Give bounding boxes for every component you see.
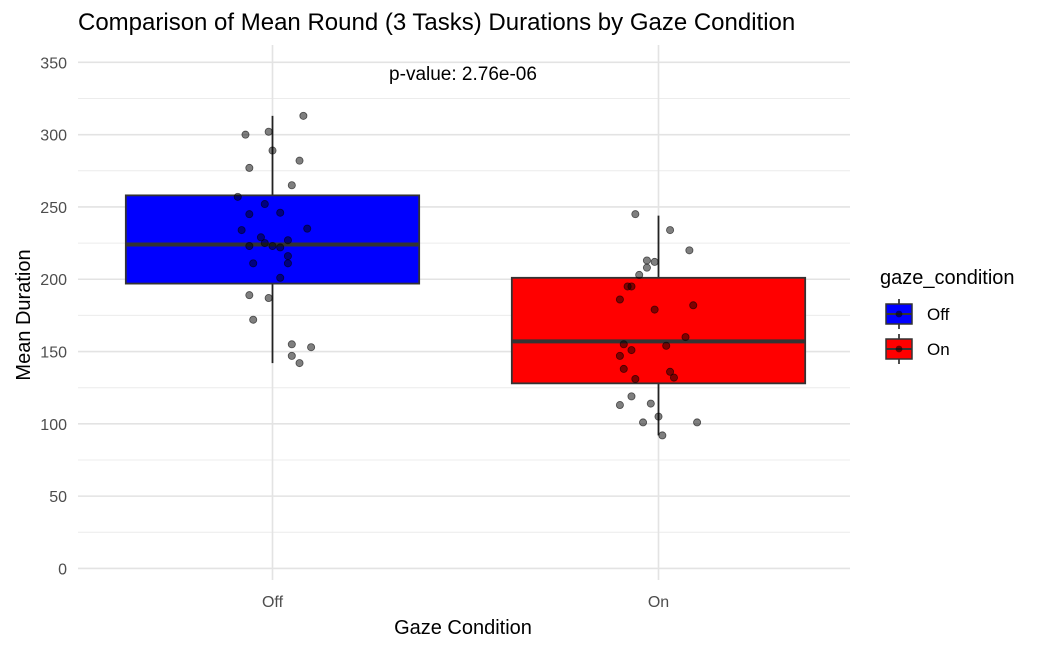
p-value-annotation: p-value: 2.76e-06 bbox=[389, 64, 537, 85]
data-point bbox=[658, 431, 667, 440]
data-point bbox=[276, 273, 285, 282]
data-point bbox=[299, 111, 308, 120]
data-point bbox=[260, 239, 269, 248]
data-point bbox=[249, 259, 258, 268]
legend-point bbox=[895, 345, 903, 353]
legend-label: On bbox=[927, 340, 950, 359]
data-point bbox=[295, 359, 304, 368]
data-point bbox=[303, 224, 312, 233]
y-tick-label: 50 bbox=[49, 489, 67, 506]
data-point bbox=[287, 181, 296, 190]
jitter-points bbox=[233, 111, 702, 440]
data-point bbox=[662, 341, 671, 350]
y-tick-label: 350 bbox=[40, 55, 67, 72]
data-point bbox=[615, 295, 624, 304]
data-point bbox=[635, 270, 644, 279]
data-point bbox=[650, 257, 659, 266]
y-tick-label: 300 bbox=[40, 128, 67, 145]
data-point bbox=[264, 127, 273, 136]
y-tick-label: 250 bbox=[40, 200, 67, 217]
data-point bbox=[615, 351, 624, 360]
data-point bbox=[639, 418, 648, 427]
legend-title: gaze_condition bbox=[880, 267, 1015, 289]
data-point bbox=[689, 301, 698, 310]
data-point bbox=[666, 367, 675, 376]
data-point bbox=[283, 252, 292, 261]
data-point bbox=[619, 340, 628, 349]
chart-title: Comparison of Mean Round (3 Tasks) Durat… bbox=[78, 9, 795, 36]
x-axis-title: Gaze Condition bbox=[394, 617, 532, 639]
data-point bbox=[619, 364, 628, 373]
data-point bbox=[631, 210, 640, 219]
data-point bbox=[623, 282, 632, 291]
x-tick-label: Off bbox=[262, 594, 284, 611]
data-point bbox=[287, 340, 296, 349]
boxes bbox=[124, 115, 807, 436]
box-on bbox=[510, 276, 807, 385]
data-point bbox=[685, 246, 694, 255]
data-point bbox=[627, 392, 636, 401]
data-point bbox=[654, 412, 663, 421]
x-tick-label: On bbox=[648, 594, 669, 611]
data-point bbox=[642, 256, 651, 265]
data-point bbox=[646, 399, 655, 408]
data-point bbox=[264, 294, 273, 303]
data-point bbox=[268, 146, 277, 155]
legend-key-on: On bbox=[885, 334, 950, 364]
data-point bbox=[669, 373, 678, 382]
data-point bbox=[642, 263, 651, 272]
data-point bbox=[287, 351, 296, 360]
legend-key-off: Off bbox=[885, 299, 950, 329]
data-point bbox=[283, 236, 292, 245]
y-tick-label: 0 bbox=[58, 561, 67, 578]
y-axis-ticks: 0 50 100 150 200 250 300 350 bbox=[40, 55, 67, 578]
y-tick-label: 200 bbox=[40, 272, 67, 289]
y-tick-label: 150 bbox=[40, 345, 67, 362]
data-point bbox=[268, 241, 277, 250]
data-point bbox=[241, 130, 250, 139]
box-off bbox=[124, 194, 421, 285]
legend-point bbox=[895, 310, 903, 318]
data-point bbox=[260, 200, 269, 209]
data-point bbox=[615, 401, 624, 410]
data-point bbox=[276, 243, 285, 252]
data-point bbox=[256, 233, 265, 242]
y-axis-title: Mean Duration bbox=[13, 249, 35, 380]
data-point bbox=[233, 192, 242, 201]
data-point bbox=[631, 375, 640, 384]
data-point bbox=[245, 241, 254, 250]
data-point bbox=[245, 291, 254, 300]
data-point bbox=[245, 163, 254, 172]
data-point bbox=[627, 346, 636, 355]
legend-label: Off bbox=[927, 305, 950, 324]
data-point bbox=[650, 305, 659, 314]
data-point bbox=[283, 259, 292, 268]
legend: gaze_condition Off On bbox=[880, 267, 1015, 364]
data-point bbox=[693, 418, 702, 427]
y-tick-label: 100 bbox=[40, 417, 67, 434]
data-point bbox=[295, 156, 304, 165]
data-point bbox=[245, 210, 254, 219]
data-point bbox=[249, 315, 258, 324]
data-point bbox=[666, 226, 675, 235]
data-point bbox=[237, 226, 246, 235]
x-axis-ticks: Off On bbox=[262, 594, 669, 611]
data-point bbox=[681, 333, 690, 342]
data-point bbox=[307, 343, 316, 352]
data-point bbox=[276, 208, 285, 217]
